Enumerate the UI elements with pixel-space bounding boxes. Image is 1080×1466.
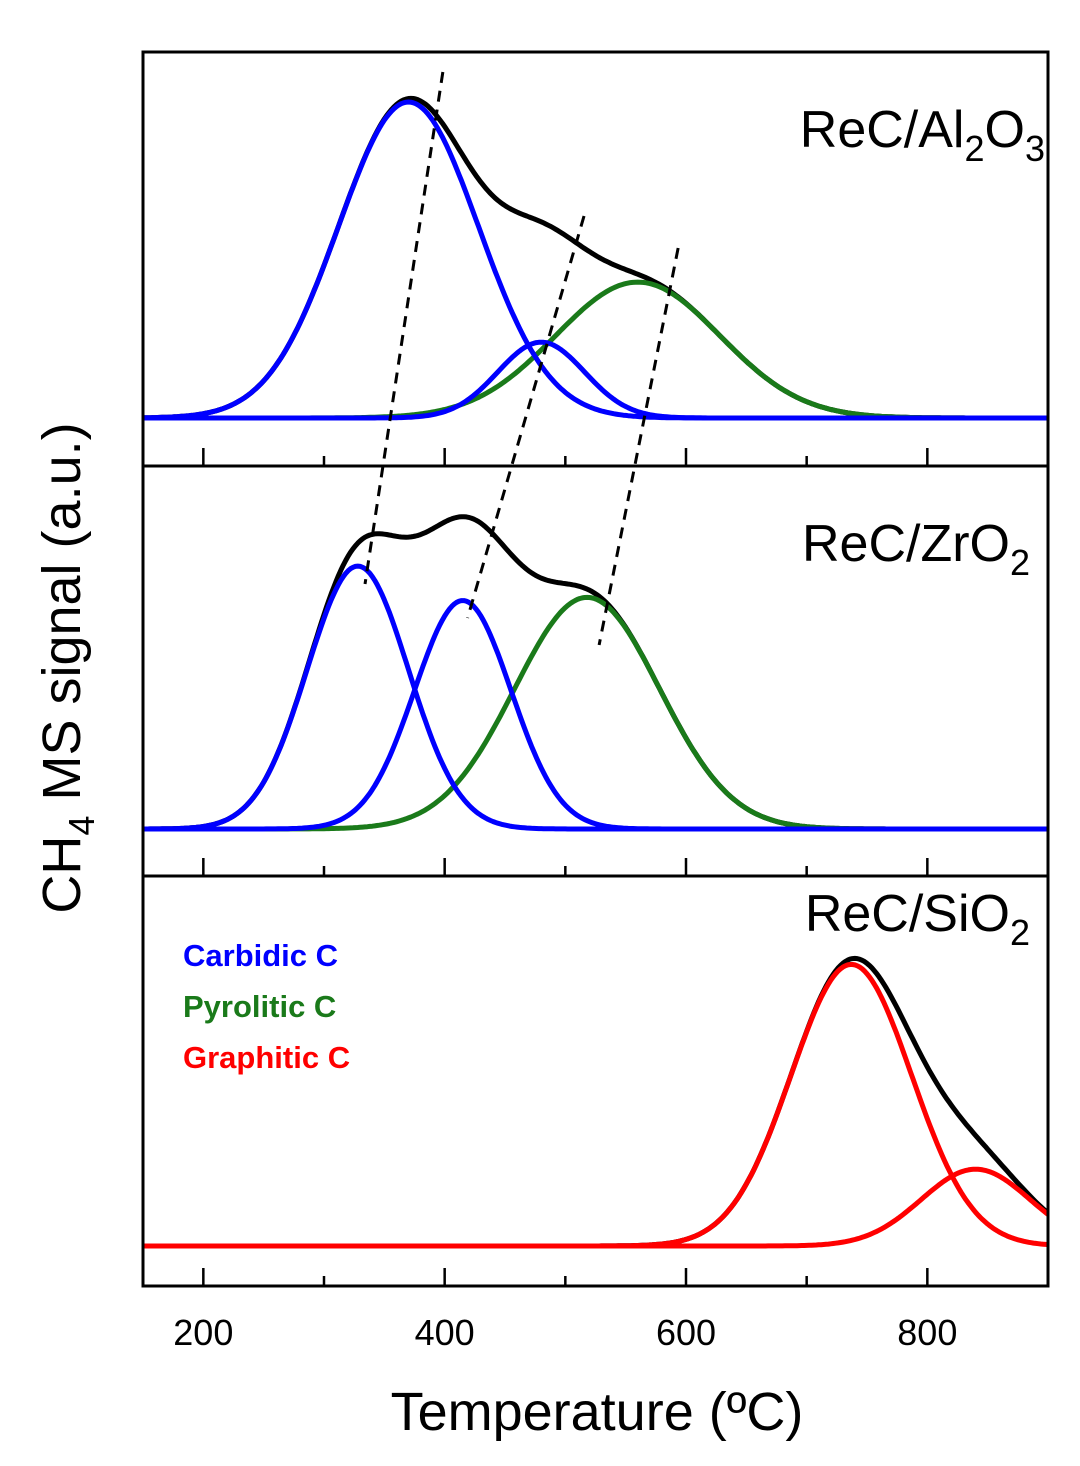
- y-axis-label-main: CH: [32, 836, 92, 914]
- panel-label-part: 2: [1010, 912, 1030, 953]
- panel-label-part: ReC/SiO: [805, 885, 1010, 943]
- legend-item: Pyrolitic C: [183, 989, 336, 1024]
- dashed-guide-line: [597, 247, 680, 646]
- graphitic-component-curve: [142, 1166, 1050, 1249]
- x-tick-label: 200: [173, 1312, 233, 1353]
- panel-2: ReC/ZrO2: [142, 514, 1049, 832]
- panel-label-part: ReC/ZrO: [802, 515, 1010, 573]
- carbidic-component-curve: [142, 563, 1049, 832]
- y-axis-label-sub: 4: [61, 816, 102, 836]
- y-axis-label: CH4 MS signal (a.u.): [32, 422, 102, 913]
- x-tick-label: 800: [897, 1312, 957, 1353]
- axis-layer: Temperature (ºC) CH4 MS signal (a.u.) 20…: [32, 422, 957, 1442]
- legend-item: Graphitic C: [183, 1040, 350, 1075]
- panel-label-part: 3: [1025, 128, 1045, 169]
- y-axis-label-rest: MS signal (a.u.): [32, 422, 92, 815]
- dashed-guide-line: [466, 215, 586, 619]
- legend-item: Carbidic C: [183, 938, 338, 973]
- pyrolitic-component-curve: [142, 594, 1049, 832]
- dashed-guide-line: [363, 71, 445, 585]
- panel-label-part: 2: [964, 128, 984, 169]
- panel-label-part: ReC/Al: [800, 101, 965, 159]
- panel-label: ReC/Al2O3: [800, 101, 1045, 169]
- x-tick-label: 600: [656, 1312, 716, 1353]
- frame-layer: [141, 50, 1050, 1288]
- pyrolitic-component-curve: [142, 279, 1049, 421]
- panel-1: ReC/Al2O3: [142, 95, 1049, 421]
- carbidic-component-curve: [142, 598, 1049, 832]
- panel-label-part: O: [985, 101, 1025, 159]
- panel-label: ReC/SiO2: [805, 885, 1030, 953]
- panel-3: ReC/SiO2: [142, 885, 1050, 1249]
- plot-frame: [141, 50, 1050, 1288]
- legend: Carbidic C Pyrolitic C Graphitic C: [183, 938, 350, 1075]
- panel-label-part: 2: [1010, 542, 1030, 583]
- x-tick-label: 400: [415, 1312, 475, 1353]
- carbidic-component-curve: [142, 339, 1049, 421]
- panel-label: ReC/ZrO2: [802, 515, 1030, 583]
- x-axis-label: Temperature (ºC): [391, 1382, 804, 1442]
